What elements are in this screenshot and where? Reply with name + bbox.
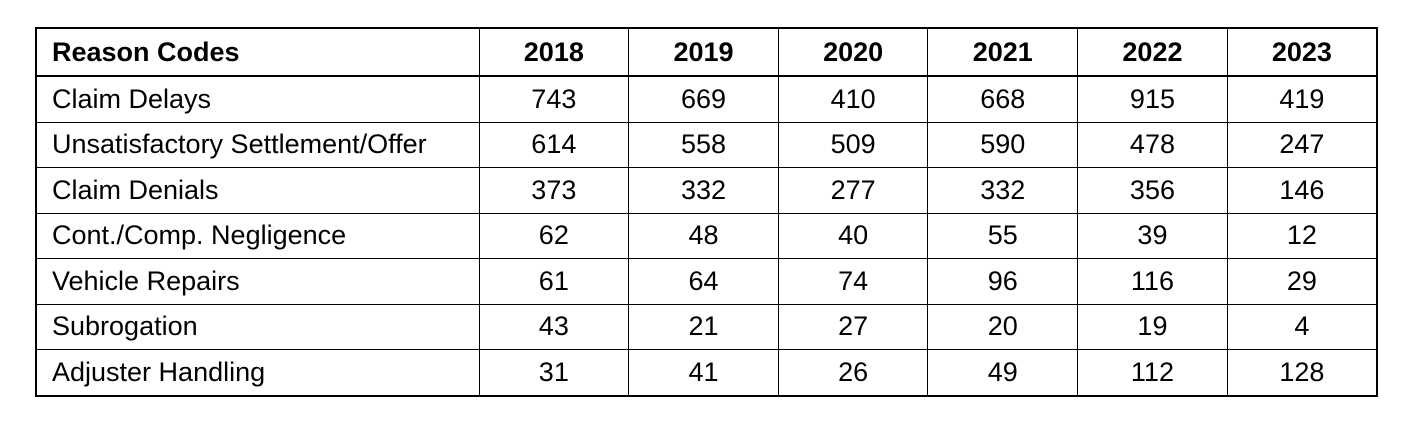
header-year-2022: 2022	[1077, 27, 1228, 77]
cell-value-2023: 146	[1226, 167, 1378, 214]
cell-value-2023: 247	[1226, 121, 1378, 168]
cell-value-2023: 4	[1226, 303, 1378, 350]
header-year-2019: 2019	[628, 27, 779, 77]
table-row: Vehicle Repairs 61 64 74 96 116 29	[35, 258, 1378, 305]
cell-value-2019: 48	[628, 212, 779, 259]
cell-value-2020: 27	[777, 303, 929, 350]
cell-value-2020: 74	[777, 258, 929, 305]
cell-value-2021: 668	[927, 75, 1079, 123]
header-row: Reason Codes 2018 2019 2020 2021 2022 20…	[35, 27, 1378, 77]
header-year-2018: 2018	[478, 27, 630, 77]
header-year-2023: 2023	[1226, 27, 1378, 77]
cell-value-2022: 478	[1077, 121, 1228, 168]
table-row: Claim Denials 373 332 277 332 356 146	[35, 167, 1378, 214]
cell-value-2019: 332	[628, 167, 779, 214]
cell-value-2018: 62	[478, 212, 630, 259]
row-label: Cont./Comp. Negligence	[35, 212, 480, 259]
cell-value-2020: 509	[777, 121, 929, 168]
cell-value-2019: 21	[628, 303, 779, 350]
cell-value-2022: 915	[1077, 75, 1228, 123]
table-body: Claim Delays 743 669 410 668 915 419 Unsatisfac…	[35, 75, 1378, 396]
cell-value-2020: 277	[777, 167, 929, 214]
cell-value-2023: 128	[1226, 349, 1378, 396]
cell-value-2018: 614	[478, 121, 630, 168]
row-label: Claim Denials	[35, 167, 480, 214]
row-label: Subrogation	[35, 303, 480, 350]
header-year-2020: 2020	[777, 27, 929, 77]
cell-value-2021: 332	[927, 167, 1079, 214]
cell-value-2022: 116	[1077, 258, 1228, 305]
cell-value-2018: 43	[478, 303, 630, 350]
cell-value-2018: 743	[478, 75, 630, 123]
data-table-container: Reason Codes 2018 2019 2020 2021 2022 20…	[35, 27, 1378, 397]
cell-value-2021: 96	[927, 258, 1079, 305]
cell-value-2020: 26	[777, 349, 929, 396]
cell-value-2020: 40	[777, 212, 929, 259]
row-label: Claim Delays	[35, 75, 480, 123]
cell-value-2022: 39	[1077, 212, 1228, 259]
cell-value-2019: 41	[628, 349, 779, 396]
reason-codes-table: Reason Codes 2018 2019 2020 2021 2022 20…	[35, 27, 1378, 397]
cell-value-2023: 12	[1226, 212, 1378, 259]
cell-value-2023: 29	[1226, 258, 1378, 305]
cell-value-2022: 356	[1077, 167, 1228, 214]
row-label: Unsatisfactory Settlement/Offer	[35, 121, 480, 168]
cell-value-2021: 590	[927, 121, 1079, 168]
cell-value-2021: 55	[927, 212, 1079, 259]
table-row: Subrogation 43 21 27 20 19 4	[35, 303, 1378, 350]
table-row: Claim Delays 743 669 410 668 915 419	[35, 75, 1378, 123]
cell-value-2023: 419	[1226, 75, 1378, 123]
cell-value-2020: 410	[777, 75, 929, 123]
cell-value-2022: 112	[1077, 349, 1228, 396]
header-reason-codes: Reason Codes	[35, 27, 480, 77]
cell-value-2019: 64	[628, 258, 779, 305]
table-row: Unsatisfactory Settlement/Offer 614 558 509…	[35, 121, 1378, 168]
cell-value-2019: 669	[628, 75, 779, 123]
table-row: Cont./Comp. Negligence 62 48 40 55 39 12	[35, 212, 1378, 259]
cell-value-2019: 558	[628, 121, 779, 168]
cell-value-2022: 19	[1077, 303, 1228, 350]
header-year-2021: 2021	[927, 27, 1079, 77]
row-label: Vehicle Repairs	[35, 258, 480, 305]
cell-value-2018: 61	[478, 258, 630, 305]
cell-value-2021: 20	[927, 303, 1079, 350]
table-row: Adjuster Handling 31 41 26 49 112 128	[35, 349, 1378, 396]
row-label: Adjuster Handling	[35, 349, 480, 396]
cell-value-2018: 373	[478, 167, 630, 214]
cell-value-2021: 49	[927, 349, 1079, 396]
cell-value-2018: 31	[478, 349, 630, 396]
